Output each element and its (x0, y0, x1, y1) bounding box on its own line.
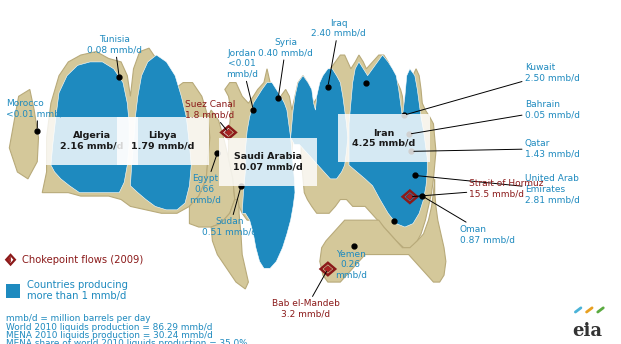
Text: Jordan
<0.01
mmb/d: Jordan <0.01 mmb/d (226, 49, 258, 107)
Text: Strait of Hormuz
15.5 mmb/d: Strait of Hormuz 15.5 mmb/d (412, 180, 544, 199)
Text: Yemen
0.26
mmb/d: Yemen 0.26 mmb/d (335, 246, 367, 280)
Text: Sudan
0.51 mmb/d: Sudan 0.51 mmb/d (202, 189, 257, 237)
Polygon shape (242, 83, 295, 268)
Polygon shape (406, 194, 414, 200)
Polygon shape (291, 69, 348, 179)
Text: Morocco
<0.01 mmb/d: Morocco <0.01 mmb/d (6, 99, 69, 128)
Text: Iraq
2.40 mmb/d: Iraq 2.40 mmb/d (311, 19, 366, 84)
Text: Tunisia
0.08 mmb/d: Tunisia 0.08 mmb/d (88, 35, 142, 75)
Polygon shape (324, 266, 332, 272)
FancyBboxPatch shape (6, 284, 20, 298)
Polygon shape (42, 48, 210, 213)
Polygon shape (211, 186, 248, 289)
Text: eia: eia (572, 322, 602, 340)
Text: Bahrain
0.05 mmb/d: Bahrain 0.05 mmb/d (411, 100, 580, 134)
Text: Qatar
1.43 mmb/d: Qatar 1.43 mmb/d (414, 139, 579, 158)
Polygon shape (51, 62, 129, 193)
Text: Iran
4.25 mmb/d: Iran 4.25 mmb/d (352, 129, 415, 148)
Text: mmb/d = million barrels per day: mmb/d = million barrels per day (6, 314, 151, 323)
Text: Syria
0.40 mmb/d: Syria 0.40 mmb/d (258, 38, 313, 95)
Polygon shape (6, 257, 11, 262)
Text: World 2010 liquids production = 86.29 mmb/d: World 2010 liquids production = 86.29 mm… (6, 323, 212, 332)
Polygon shape (225, 129, 232, 136)
Text: Bab el-Mandeb
3.2 mmb/d: Bab el-Mandeb 3.2 mmb/d (271, 271, 340, 319)
Text: MENA share of world 2010 liquids production = 35.0%: MENA share of world 2010 liquids product… (6, 339, 248, 344)
Polygon shape (130, 55, 191, 210)
Text: Countries producing
more than 1 mmb/d: Countries producing more than 1 mmb/d (27, 280, 129, 301)
Text: United Arab
Emirates
2.81 mmb/d: United Arab Emirates 2.81 mmb/d (417, 174, 579, 204)
Text: Libya
1.79 mmb/d: Libya 1.79 mmb/d (131, 131, 194, 151)
Text: Oman
0.87 mmb/d: Oman 0.87 mmb/d (425, 197, 515, 244)
Text: MENA 2010 liquids production = 30.24 mmb/d: MENA 2010 liquids production = 30.24 mmb… (6, 331, 213, 340)
Text: Saudi Arabia
10.07 mmb/d: Saudi Arabia 10.07 mmb/d (233, 152, 303, 171)
Polygon shape (320, 179, 446, 282)
Text: Chokepoint flows (2009): Chokepoint flows (2009) (22, 255, 143, 265)
Polygon shape (349, 55, 427, 227)
Polygon shape (225, 55, 436, 248)
Polygon shape (9, 89, 39, 179)
Text: Kuwait
2.50 mmb/d: Kuwait 2.50 mmb/d (406, 63, 579, 115)
Text: Egypt
0.66
mmb/d: Egypt 0.66 mmb/d (189, 156, 221, 204)
Text: Suez Canal
1.8 mmb/d: Suez Canal 1.8 mmb/d (185, 100, 235, 130)
Polygon shape (189, 110, 235, 227)
Text: Algeria
2.16 mmb/d: Algeria 2.16 mmb/d (60, 131, 124, 151)
